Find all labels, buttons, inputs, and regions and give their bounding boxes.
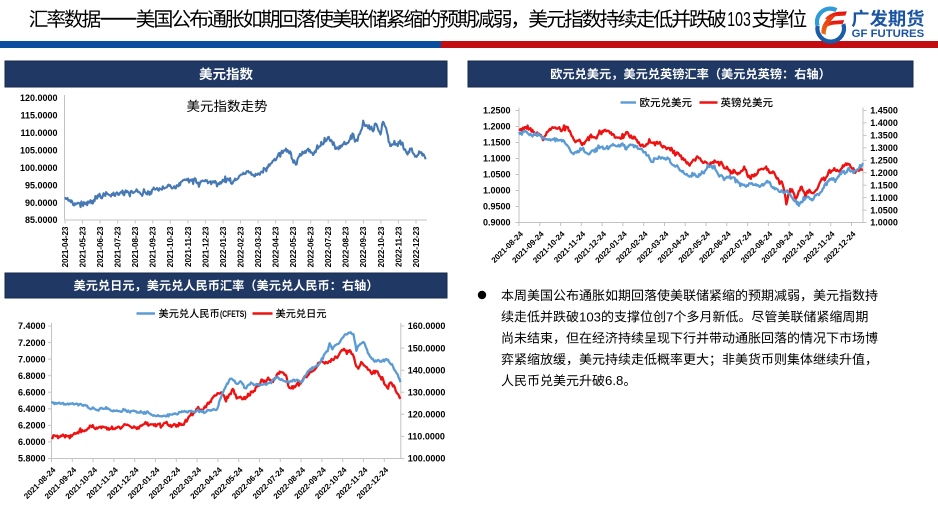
svg-text:2021-12-23: 2021-12-23	[201, 226, 210, 267]
svg-text:1.0000: 1.0000	[870, 218, 898, 228]
svg-text:120.0000: 120.0000	[408, 410, 446, 420]
svg-text:2021-05-23: 2021-05-23	[79, 226, 88, 267]
svg-text:7.0000: 7.0000	[18, 354, 46, 364]
svg-text:1.2000: 1.2000	[870, 168, 898, 178]
svg-text:6.6000: 6.6000	[18, 387, 46, 397]
svg-text:1.2000: 1.2000	[483, 122, 511, 132]
svg-text:100.0000: 100.0000	[408, 454, 446, 464]
svg-text:1.0000: 1.0000	[483, 186, 511, 196]
svg-text:(CFETS): (CFETS)	[220, 309, 247, 320]
svg-text:160.0000: 160.0000	[408, 321, 446, 331]
svg-text:1.4000: 1.4000	[870, 118, 898, 128]
svg-text:140.0000: 140.0000	[408, 365, 446, 375]
svg-text:6.8000: 6.8000	[18, 371, 46, 381]
svg-text:GF FUTURES: GF FUTURES	[852, 28, 925, 40]
svg-text:2021-11-23: 2021-11-23	[184, 226, 193, 267]
svg-text:2022-06-23: 2022-06-23	[307, 226, 316, 267]
svg-text:2022-05-23: 2022-05-23	[289, 226, 298, 267]
svg-text:90.0000: 90.0000	[25, 198, 58, 208]
svg-text:1.1500: 1.1500	[870, 180, 898, 190]
svg-text:2022-07-23: 2022-07-23	[324, 226, 333, 267]
svg-text:130.0000: 130.0000	[408, 387, 446, 397]
svg-text:7: 7	[666, 309, 673, 324]
svg-text:2022-03-23: 2022-03-23	[254, 226, 263, 267]
svg-text:1.4500: 1.4500	[870, 106, 898, 116]
svg-text:0.9000: 0.9000	[483, 218, 511, 228]
svg-text:2022-01-23: 2022-01-23	[219, 226, 228, 267]
svg-text:1.3000: 1.3000	[870, 143, 898, 153]
svg-text:2021-10-23: 2021-10-23	[166, 226, 175, 267]
svg-text:0.9500: 0.9500	[483, 202, 511, 212]
svg-text:6.0000: 6.0000	[18, 437, 46, 447]
svg-text:2021-08-23: 2021-08-23	[131, 226, 140, 267]
svg-text:2022-04-23: 2022-04-23	[272, 226, 281, 267]
svg-text:6.8: 6.8	[605, 373, 623, 388]
svg-text:2021-04-23: 2021-04-23	[61, 226, 70, 267]
svg-text:115.0000: 115.0000	[20, 111, 57, 121]
svg-text:95.0000: 95.0000	[25, 180, 58, 190]
svg-text:105.0000: 105.0000	[20, 146, 58, 156]
svg-text:5.8000: 5.8000	[18, 454, 46, 464]
svg-text:103: 103	[727, 9, 751, 31]
svg-text:1.3500: 1.3500	[870, 131, 898, 141]
svg-text:2022-09-23: 2022-09-23	[359, 226, 368, 267]
svg-text:2021-06-23: 2021-06-23	[96, 226, 105, 267]
svg-text:2022-12-23: 2022-12-23	[412, 226, 421, 267]
svg-text:1.2500: 1.2500	[483, 106, 511, 116]
svg-text:2022-08-23: 2022-08-23	[342, 226, 351, 267]
svg-text:2022-10-23: 2022-10-23	[377, 226, 386, 267]
svg-text:85.0000: 85.0000	[25, 215, 58, 225]
svg-text:120.0000: 120.0000	[20, 93, 58, 103]
svg-text:1.2500: 1.2500	[870, 156, 898, 166]
svg-text:110.0000: 110.0000	[20, 128, 57, 138]
svg-text:2021-09-23: 2021-09-23	[149, 226, 158, 267]
svg-text:6.4000: 6.4000	[18, 404, 46, 414]
svg-text:1.1000: 1.1000	[870, 193, 898, 203]
svg-text:1.1500: 1.1500	[483, 138, 511, 148]
svg-text:103: 103	[579, 309, 601, 324]
svg-text:7.4000: 7.4000	[18, 321, 46, 331]
svg-text:1.0500: 1.0500	[483, 170, 511, 180]
svg-text:100.0000: 100.0000	[20, 163, 58, 173]
svg-text:1.1000: 1.1000	[483, 154, 511, 164]
svg-text:110.0000: 110.0000	[408, 432, 445, 442]
svg-text:1.0500: 1.0500	[870, 205, 898, 215]
svg-text:150.0000: 150.0000	[408, 343, 446, 353]
svg-text:2022-02-23: 2022-02-23	[236, 226, 245, 267]
svg-text:6.2000: 6.2000	[18, 421, 46, 431]
svg-text:7.2000: 7.2000	[18, 338, 46, 348]
svg-text:2021-07-23: 2021-07-23	[114, 226, 123, 267]
svg-text:2022-11-23: 2022-11-23	[394, 226, 403, 267]
